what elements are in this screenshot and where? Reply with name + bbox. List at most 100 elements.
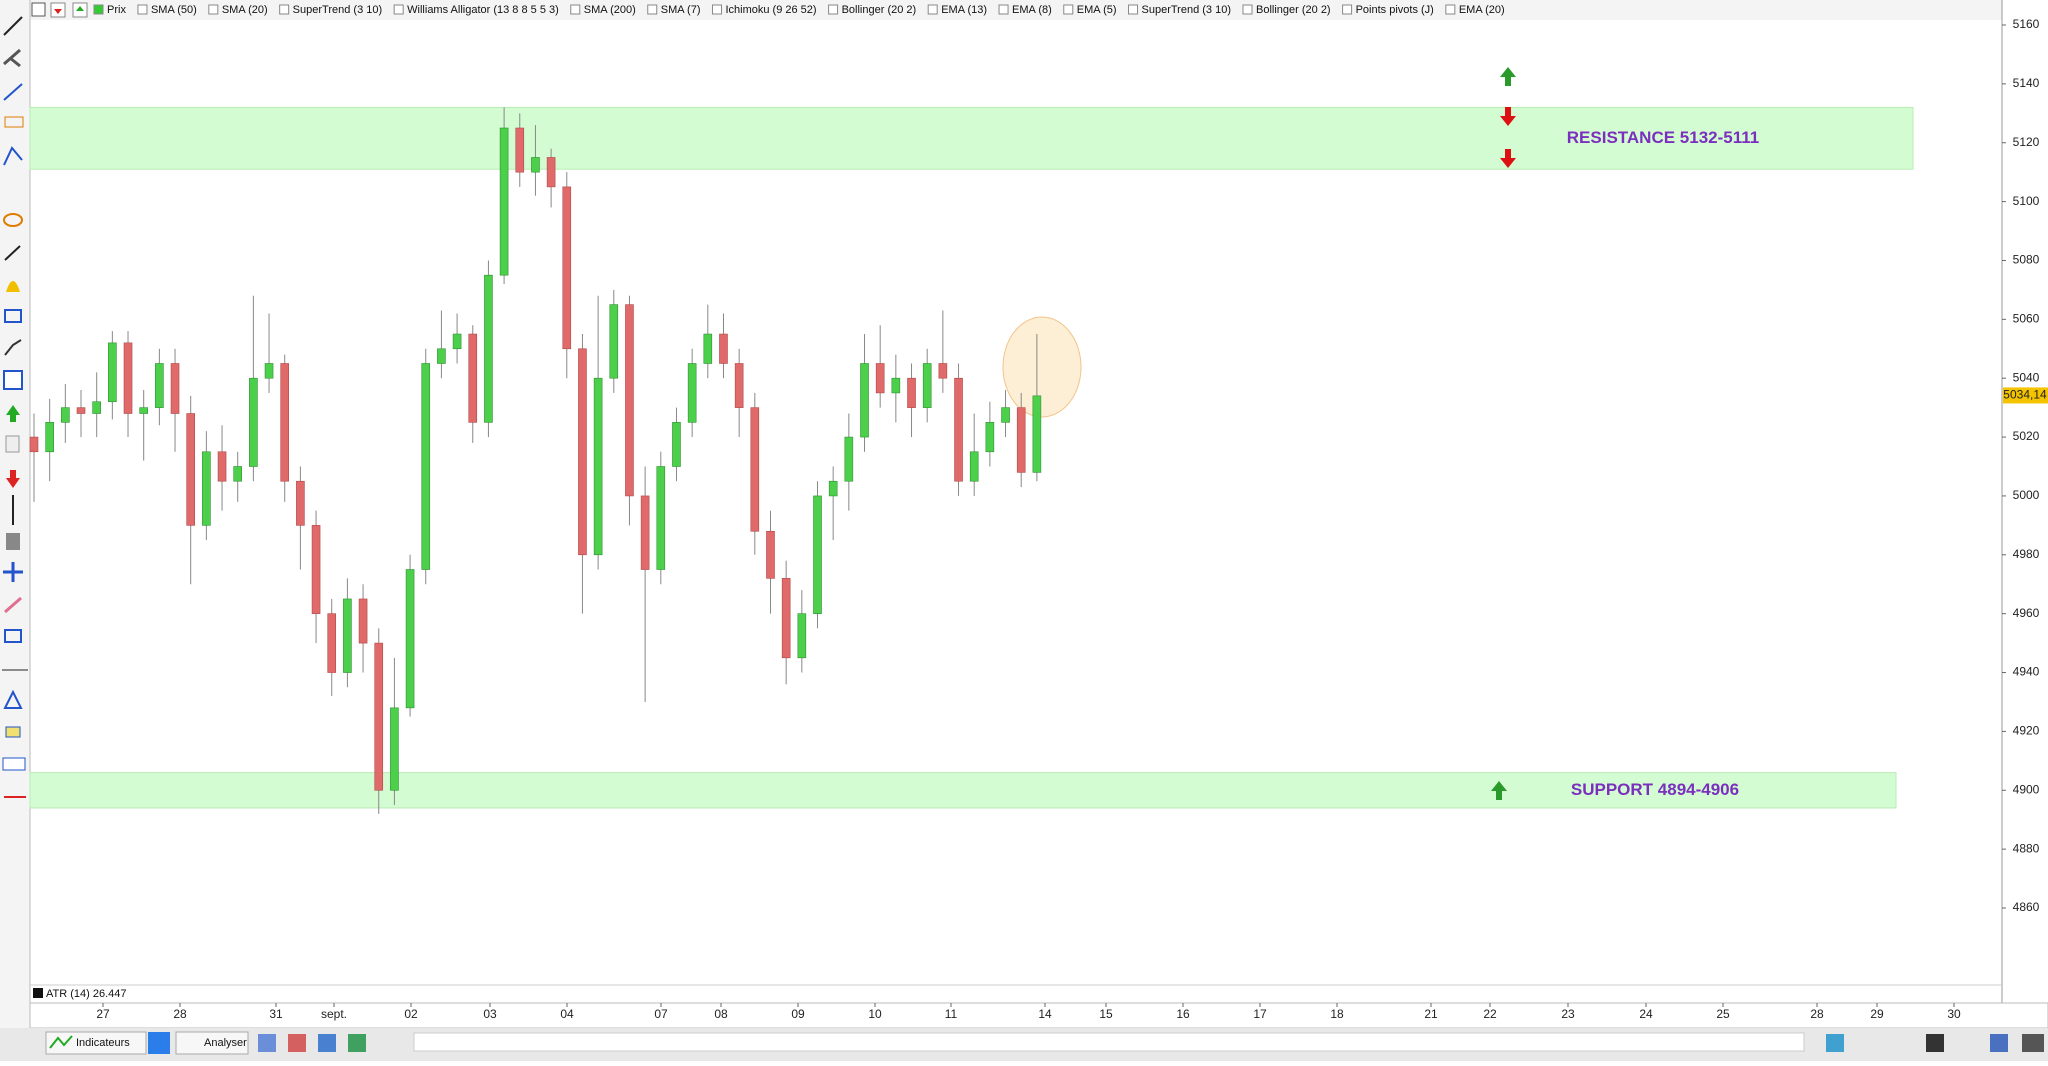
zoom-in-button[interactable] [1990, 1034, 2008, 1052]
y-tick-label: 5040 [2013, 370, 2040, 384]
indicators-icon [49, 1035, 73, 1049]
x-tick-label: 08 [714, 1007, 728, 1021]
drawing-tools [2, 16, 28, 798]
indicator-checkbox[interactable] [1445, 4, 1456, 15]
layout-button[interactable] [31, 2, 46, 17]
more-button[interactable] [2022, 1034, 2044, 1052]
candle-body [766, 530, 775, 579]
indicator-label: ATR (14) 26.447 [46, 988, 127, 1000]
x-tick-label: 22 [1483, 1007, 1497, 1021]
tool-copy[interactable] [5, 435, 20, 453]
tool-move[interactable] [3, 562, 23, 582]
zoom-button[interactable] [1926, 1034, 1944, 1052]
candle-body [311, 525, 321, 614]
candle-body [249, 377, 258, 467]
indicator-checkbox[interactable] [393, 4, 404, 15]
indicator-checkbox[interactable] [279, 4, 290, 15]
zone [29, 106, 1914, 170]
candle-body [202, 451, 211, 526]
indicator-name: Points pivots (J) [1356, 4, 1434, 16]
share-button[interactable] [148, 1032, 170, 1054]
candle-body [954, 377, 963, 482]
candle-body [922, 363, 932, 408]
tool-trash[interactable] [6, 533, 20, 550]
tool-triangle[interactable] [3, 689, 23, 709]
tool-note[interactable] [5, 726, 21, 738]
y-tick-label: 4880 [2013, 841, 2040, 855]
tool-text[interactable] [3, 370, 23, 390]
indicator-checkbox[interactable] [647, 4, 658, 15]
price-axis [2002, 0, 2048, 1003]
tool-polyline[interactable] [4, 339, 22, 356]
indicator-checkbox[interactable] [93, 4, 104, 15]
candle-body [938, 363, 948, 379]
tool-channel[interactable] [3, 83, 23, 101]
indicator-checkbox[interactable] [998, 4, 1009, 15]
tool-fan[interactable] [3, 146, 23, 166]
candle-body [280, 363, 290, 482]
candle-body [233, 466, 243, 482]
scroll-bar[interactable] [413, 1032, 1805, 1052]
candle-body [170, 363, 180, 414]
calendar-button[interactable] [1826, 1034, 1844, 1052]
tool-rect[interactable] [4, 309, 22, 323]
indicator-checkbox[interactable] [828, 4, 839, 15]
x-tick-label: 07 [654, 1007, 668, 1021]
indicator-checkbox[interactable] [137, 4, 148, 15]
y-tick-label: 4860 [2013, 900, 2040, 914]
tool-down-arrow[interactable] [6, 470, 20, 488]
indicator-checkbox[interactable] [1063, 4, 1074, 15]
indicator-icon [33, 988, 43, 998]
tool-alert[interactable] [6, 281, 20, 292]
tool-hammer[interactable] [3, 48, 21, 68]
screener-button[interactable] [258, 1034, 276, 1052]
tool-up-arrow[interactable] [6, 405, 20, 422]
candle-body [719, 333, 728, 364]
tool-ellipse[interactable] [3, 213, 23, 227]
analyse-button[interactable] [175, 1031, 249, 1055]
chart-button[interactable] [318, 1034, 336, 1052]
indicator-checkbox[interactable] [1242, 4, 1253, 15]
arrow-up-icon [76, 6, 84, 11]
tool-percent[interactable] [2, 757, 26, 771]
highlight-circle [1002, 316, 1082, 418]
indicator-checkbox[interactable] [208, 4, 219, 15]
down-arrow [1500, 149, 1516, 168]
indicator-checkbox[interactable] [1342, 4, 1353, 15]
indicator-checkbox[interactable] [570, 4, 581, 15]
x-tick-label: 18 [1330, 1007, 1344, 1021]
tool-zone[interactable] [4, 629, 22, 643]
x-tick-label: 16 [1176, 1007, 1190, 1021]
candle-body [468, 333, 478, 423]
candle-body [217, 451, 227, 482]
trade-button[interactable] [348, 1034, 366, 1052]
candle-body [1032, 395, 1042, 473]
indicator-checkbox[interactable] [711, 4, 722, 15]
indicator-name: SMA (50) [151, 4, 197, 16]
x-tick-label: 15 [1099, 1007, 1113, 1021]
candle-body [374, 642, 384, 791]
candle-body [1001, 407, 1010, 423]
indicator-name: Bollinger (20 2) [1256, 4, 1331, 16]
tool-fibo[interactable] [4, 116, 24, 128]
y-tick-label: 5060 [2013, 312, 2040, 326]
list-button[interactable] [288, 1034, 306, 1052]
x-tick-label: 17 [1253, 1007, 1267, 1021]
x-tick-label: 10 [868, 1007, 882, 1021]
tool-pen[interactable] [4, 596, 22, 614]
indicator-checkbox[interactable] [927, 4, 938, 15]
candle-body [609, 304, 619, 379]
candle-body [29, 436, 39, 453]
tool-arrow[interactable] [4, 245, 21, 261]
candle-body [390, 707, 399, 791]
arrow-down-icon [54, 9, 62, 14]
indicator-name: SMA (20) [222, 4, 268, 16]
y-tick-label: 4940 [2013, 665, 2040, 679]
annotations: RESISTANCE 5132-5111 SUPPORT 4894-4906 [29, 67, 1914, 809]
tool-line[interactable] [3, 16, 23, 36]
indicator-checkbox[interactable] [1128, 4, 1139, 15]
left-toolbar [0, 0, 30, 1028]
y-tick-label: 4960 [2013, 606, 2040, 620]
candle-body [155, 363, 164, 408]
